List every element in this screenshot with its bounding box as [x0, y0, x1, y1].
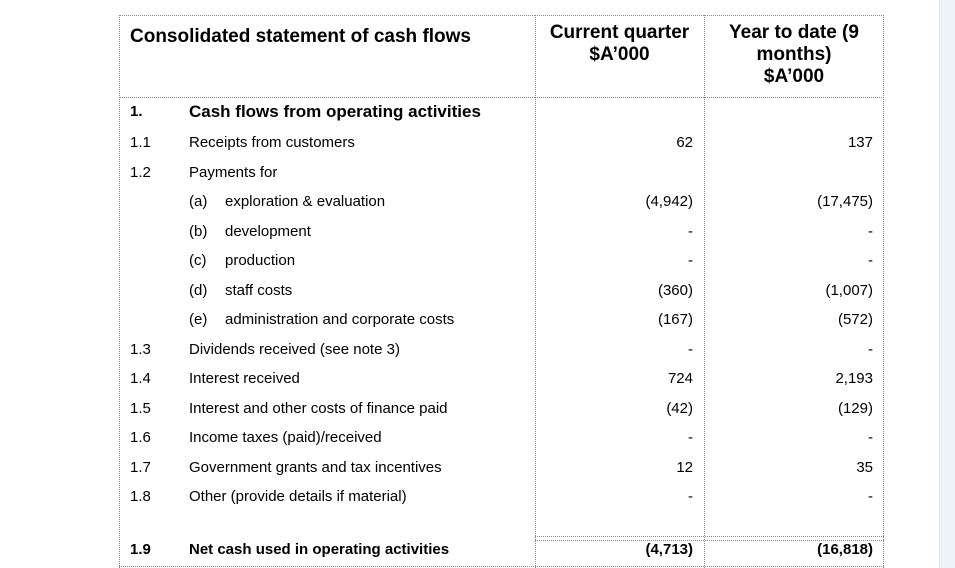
table-row: 1.6 Income taxes (paid)/received - - [119, 427, 884, 449]
row-number: 1.6 [130, 429, 151, 446]
table-bottom-rule [119, 566, 884, 567]
total-row: 1.9 Net cash used in operating activitie… [130, 541, 873, 558]
current-quarter-value: 724 [667, 370, 693, 387]
section-heading: 1. Cash flows from operating activities [130, 102, 481, 121]
header-divider-values [535, 97, 884, 98]
year-to-date-value: 35 [856, 458, 873, 476]
row-label: staff costs [225, 281, 293, 299]
current-quarter-column [535, 15, 704, 568]
row-number: 1.7 [130, 458, 151, 476]
current-quarter-value: (360) [657, 281, 693, 299]
year-to-date-value: 2,193 [835, 370, 873, 387]
current-quarter-value: - [688, 340, 693, 358]
table-row: 1.8 Other (provide details if material) - - [119, 486, 884, 508]
table-row: 1.5 Interest and other costs of finance p… [119, 398, 884, 420]
current-quarter-value: (42) [666, 399, 693, 417]
row-sub-letter: (e) [189, 311, 208, 328]
year-to-date-value: - [868, 340, 873, 358]
row-label: administration and corporate costs [225, 311, 455, 328]
row-label: production [225, 252, 296, 269]
table-row: 1.7 Government grants and tax incentives 1… [119, 457, 884, 479]
year-to-date-value: - [868, 429, 873, 446]
row-number: 1.2 [130, 163, 151, 181]
current-quarter-value: (167) [657, 311, 693, 328]
year-to-date-value: (129) [837, 399, 873, 417]
row-sub-letter: (a) [189, 193, 208, 210]
current-quarter-value: 62 [676, 134, 693, 151]
table-row: (e) administration and corporate costs (16… [119, 309, 884, 331]
row-label: Interest received [189, 370, 300, 387]
table-row: 1.4 Interest received 724 2,193 [119, 368, 884, 390]
header-divider [119, 97, 535, 98]
total-rule-top [535, 536, 884, 537]
row-number: 1.5 [130, 399, 151, 417]
year-to-date-value: - [868, 222, 873, 240]
description-column [119, 15, 535, 568]
row-sub-letter: (c) [189, 252, 207, 269]
window-edge [939, 0, 955, 568]
row-label: Government grants and tax incentives [189, 458, 442, 476]
year-to-date-value: (572) [837, 311, 873, 328]
current-quarter-header: Current quarter $A’000 [549, 22, 690, 65]
current-quarter-value: - [688, 252, 693, 269]
row-label: Dividends received (see note 3) [189, 340, 400, 358]
current-quarter-value: - [688, 429, 693, 446]
table-row: (b) development - - [119, 221, 884, 243]
row-label: exploration & evaluation [225, 193, 386, 210]
year-to-date-value: (1,007) [825, 281, 873, 299]
table-row: 1.3 Dividends received (see note 3) - - [119, 339, 884, 361]
row-label: Receipts from customers [189, 134, 355, 151]
year-to-date-value: - [868, 252, 873, 269]
row-label: Other (provide details if material) [189, 488, 407, 505]
cash-flow-table: Consolidated statement of cash flows Cur… [119, 15, 884, 568]
row-number: 1.4 [130, 370, 151, 387]
year-to-date-value: - [868, 488, 873, 505]
table-row: (c) production - - [119, 250, 884, 272]
row-label: Income taxes (paid)/received [189, 429, 382, 446]
row-sub-letter: (b) [189, 222, 208, 240]
table-row: 1.2 Payments for [119, 162, 884, 184]
year-to-date-header: Year to date (9 months) $A’000 [729, 22, 859, 87]
year-to-date-value: 137 [847, 134, 873, 151]
row-number: 1.1 [130, 134, 151, 151]
table-row: 1.1 Receipts from customers 62 137 [119, 132, 884, 154]
row-label: development [225, 222, 311, 240]
row-number: 1.3 [130, 340, 151, 358]
year-to-date-column [704, 15, 884, 568]
row-label: Interest and other costs of finance paid [189, 399, 448, 417]
row-number: 1.8 [130, 488, 151, 505]
table-row: (d) staff costs (360) (1,007) [119, 280, 884, 302]
total-rule-bottom [535, 540, 884, 541]
current-quarter-value: 12 [676, 458, 693, 476]
row-label: Payments for [189, 163, 278, 181]
current-quarter-value: (4,942) [645, 193, 693, 210]
current-quarter-value: - [688, 222, 693, 240]
current-quarter-value: - [688, 488, 693, 505]
row-sub-letter: (d) [189, 281, 208, 299]
table-row: (a) exploration & evaluation (4,942) (17,47… [119, 191, 884, 213]
year-to-date-value: (17,475) [817, 193, 873, 210]
table-title: Consolidated statement of cash flows [130, 26, 471, 47]
